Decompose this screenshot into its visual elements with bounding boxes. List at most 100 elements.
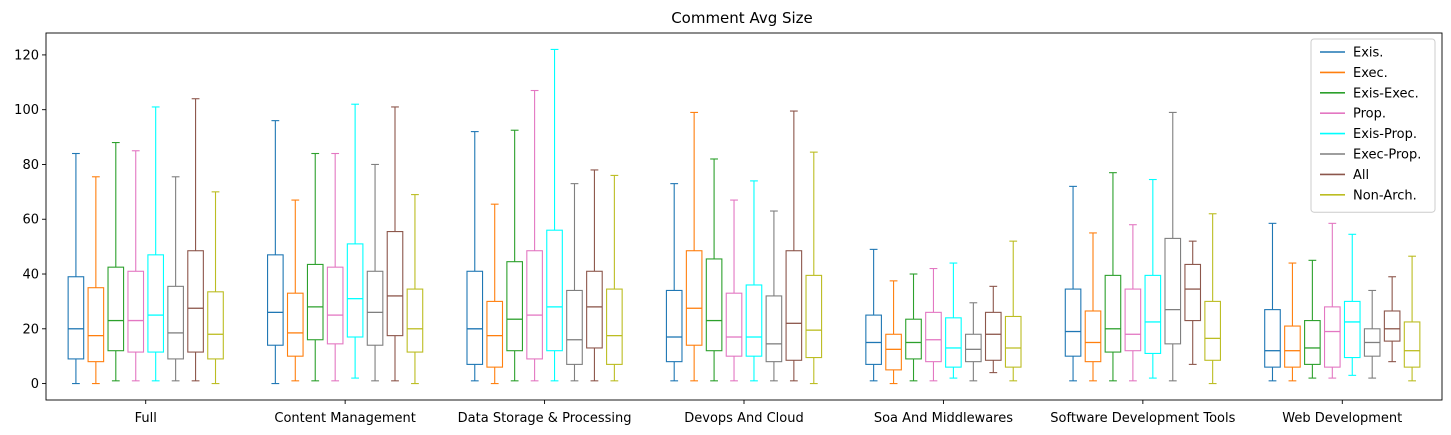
iqr-box bbox=[366, 270, 384, 346]
box-4-6 bbox=[984, 285, 1002, 374]
legend-label: Exis. bbox=[1353, 46, 1383, 61]
x-tick-label: Content Management bbox=[274, 411, 415, 426]
box-3-6 bbox=[785, 110, 803, 382]
box-4-3 bbox=[925, 267, 942, 382]
iqr-box bbox=[586, 270, 603, 349]
iqr-box bbox=[127, 270, 145, 353]
iqr-box bbox=[87, 287, 105, 363]
iqr-box bbox=[1164, 237, 1182, 345]
box-6-6 bbox=[1383, 276, 1401, 363]
iqr-box bbox=[785, 250, 803, 361]
box-0-3 bbox=[127, 150, 145, 382]
box-1-4 bbox=[346, 103, 364, 379]
chart-title: Comment Avg Size bbox=[671, 9, 813, 27]
iqr-box bbox=[1284, 325, 1301, 368]
iqr-box bbox=[1383, 310, 1401, 342]
legend-item: Exis-Prop. bbox=[1320, 127, 1417, 142]
box-2-6 bbox=[586, 169, 603, 382]
iqr-box bbox=[107, 266, 125, 352]
legend-item: Exis-Exec. bbox=[1320, 86, 1419, 101]
box-4-5 bbox=[965, 302, 982, 382]
iqr-box bbox=[805, 274, 823, 359]
iqr-box bbox=[267, 254, 284, 346]
box-3-3 bbox=[725, 199, 743, 382]
iqr-box bbox=[1084, 310, 1102, 363]
iqr-box bbox=[526, 250, 543, 360]
box-2-5 bbox=[566, 183, 583, 382]
box-2-4 bbox=[546, 48, 563, 382]
box-5-1 bbox=[1084, 232, 1102, 382]
iqr-box bbox=[1104, 274, 1122, 353]
iqr-box bbox=[905, 318, 922, 360]
box-0-6 bbox=[187, 98, 204, 382]
box-2-1 bbox=[486, 203, 504, 385]
box-5-0 bbox=[1064, 185, 1082, 382]
iqr-box bbox=[346, 243, 364, 338]
box-2-7 bbox=[606, 174, 623, 382]
box-1-6 bbox=[386, 106, 404, 382]
iqr-box bbox=[705, 258, 723, 352]
box-4-1 bbox=[885, 280, 902, 385]
iqr-box bbox=[1264, 309, 1281, 368]
box-3-1 bbox=[685, 111, 703, 382]
box-1-7 bbox=[406, 194, 424, 385]
iqr-box bbox=[187, 250, 204, 353]
legend-label: Non-Arch. bbox=[1353, 188, 1417, 203]
box-3-5 bbox=[765, 210, 783, 382]
box-4-7 bbox=[1004, 240, 1022, 382]
iqr-box bbox=[406, 288, 424, 353]
axes: 0 20 40 60 80 100 120 Full Content Management Dat… bbox=[14, 32, 1443, 426]
iqr-box bbox=[506, 261, 523, 352]
iqr-box bbox=[865, 314, 882, 365]
iqr-box bbox=[1124, 288, 1142, 352]
box-6-0 bbox=[1264, 222, 1281, 382]
box-6-7 bbox=[1403, 255, 1421, 382]
box-5-3 bbox=[1124, 224, 1142, 382]
box-3-7 bbox=[805, 151, 823, 385]
iqr-box bbox=[885, 333, 902, 371]
iqr-box bbox=[1004, 315, 1022, 368]
legend-item: Exis. bbox=[1320, 46, 1383, 61]
box-6-2 bbox=[1304, 259, 1321, 379]
box-3-4 bbox=[745, 180, 763, 382]
box-6-3 bbox=[1323, 222, 1341, 379]
box-2-2 bbox=[506, 129, 523, 382]
x-tick-label: Web Development bbox=[1282, 411, 1402, 426]
box-6-1 bbox=[1284, 262, 1301, 382]
box-4-4 bbox=[945, 262, 962, 379]
y-tick-label: 0 bbox=[31, 377, 39, 392]
box-2-0 bbox=[466, 131, 484, 382]
box-5-4 bbox=[1144, 178, 1162, 379]
legend-label: Exis-Exec. bbox=[1353, 86, 1419, 101]
box-4-0 bbox=[865, 248, 882, 382]
iqr-box bbox=[945, 317, 962, 368]
box-0-2 bbox=[107, 142, 125, 382]
iqr-box bbox=[546, 229, 563, 352]
iqr-box bbox=[1144, 274, 1162, 354]
box-1-0 bbox=[267, 120, 284, 385]
legend-item: All bbox=[1320, 168, 1369, 183]
y-tick-label: 40 bbox=[22, 268, 39, 283]
box-3-2 bbox=[705, 158, 723, 382]
legend-label: Exec-Prop. bbox=[1353, 148, 1421, 163]
iqr-box bbox=[486, 300, 504, 368]
iqr-box bbox=[606, 288, 623, 365]
iqr-box bbox=[207, 291, 224, 360]
iqr-box bbox=[167, 285, 184, 360]
iqr-box bbox=[665, 289, 683, 363]
box-1-1 bbox=[286, 199, 304, 382]
iqr-box bbox=[765, 295, 783, 363]
box-2-3 bbox=[526, 89, 543, 382]
iqr-box bbox=[306, 263, 324, 341]
legend-item: Exec. bbox=[1320, 66, 1388, 81]
box-0-7 bbox=[207, 191, 224, 385]
box-5-7 bbox=[1204, 213, 1221, 385]
legend-label: Exec. bbox=[1353, 66, 1388, 81]
box-0-5 bbox=[167, 176, 184, 382]
box-6-5 bbox=[1363, 289, 1381, 379]
box-1-5 bbox=[366, 163, 384, 382]
box-3-0 bbox=[665, 183, 683, 382]
plot-area bbox=[67, 48, 1421, 385]
legend-item: Non-Arch. bbox=[1320, 188, 1417, 203]
